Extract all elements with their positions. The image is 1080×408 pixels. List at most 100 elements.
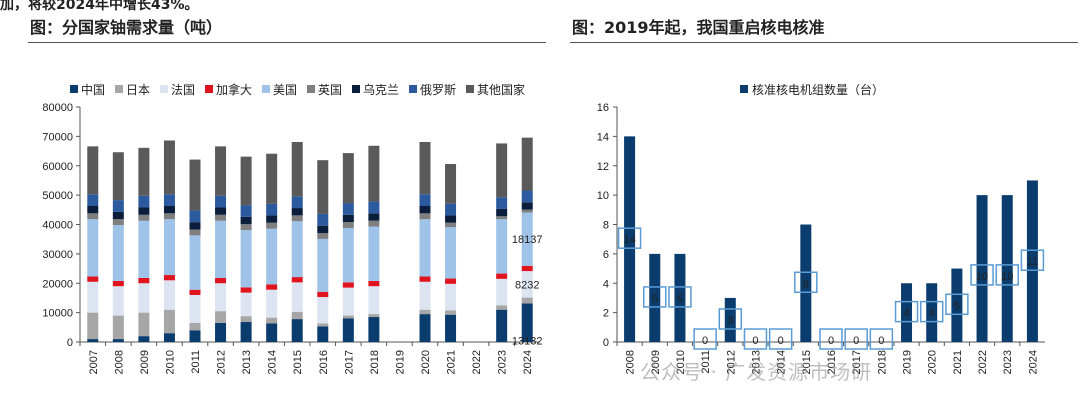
bar-2012-英国: [215, 214, 227, 221]
value-box-2014: [768, 328, 793, 350]
bar-2012: [724, 297, 736, 342]
bar-2012-法国: [215, 283, 227, 312]
bar-2010-英国: [163, 213, 175, 220]
bar-2013-其他国家: [240, 156, 252, 206]
bar-2011-英国: [189, 229, 201, 236]
bar-2007-其他国家: [87, 146, 99, 195]
bar-2023-法国: [496, 278, 508, 306]
bar-2021-日本: [445, 310, 457, 315]
x-tick-label: 2020: [420, 350, 432, 374]
bar-2007-乌克兰: [87, 205, 99, 214]
bar-2017-中国: [342, 318, 354, 342]
bar-2016-日本: [317, 323, 329, 327]
bar-2021-加拿大: [445, 278, 457, 284]
value-label-2016: 0: [828, 335, 834, 347]
bar-2013-中国: [240, 322, 252, 342]
value-label-2009: 6: [652, 293, 658, 305]
bar-2020-中国: [419, 314, 431, 342]
y-tick-label: 80000: [42, 102, 73, 114]
value-label-2008: 14: [623, 234, 635, 246]
bar-2010-其他国家: [163, 140, 175, 195]
bar-2014-中国: [266, 323, 278, 342]
value-label-2022: 10: [976, 271, 988, 283]
bar-2021-其他国家: [445, 163, 457, 204]
bar-2013-法国: [240, 292, 252, 317]
value-box-2013: [743, 328, 768, 350]
y-tick-label: 10: [597, 190, 609, 202]
bar-2013-日本: [240, 316, 252, 323]
data-label-美国: 18137: [512, 234, 543, 246]
bar-2018-美国: [368, 226, 380, 281]
value-box-2016: [819, 328, 843, 350]
bar-2015-法国: [291, 282, 303, 312]
bar-2023-日本: [496, 305, 508, 310]
bar-2014-法国: [266, 289, 278, 318]
y-tick-label: 6: [603, 249, 609, 261]
bar-2012-美国: [215, 220, 227, 278]
bar-2018-加拿大: [368, 280, 380, 287]
bar-2008-英国: [112, 219, 124, 226]
y-tick-label: 60000: [42, 161, 73, 173]
bar-2020-日本: [419, 309, 431, 315]
legend-label-4: 美国: [273, 83, 297, 97]
bar-2018-日本: [368, 314, 380, 318]
bar-2020-俄罗斯: [419, 194, 431, 206]
x-tick-label: 2021: [446, 350, 458, 374]
value-label-2019: 4: [903, 308, 909, 320]
bar-2017-美国: [342, 228, 354, 283]
y-tick-label: 2: [603, 308, 609, 320]
bar-2014-加拿大: [266, 284, 278, 290]
bar-2014-其他国家: [266, 153, 278, 204]
bar-2023-英国: [496, 216, 508, 220]
x-tick-label: 2024: [522, 350, 534, 374]
bar-2011-日本: [189, 322, 201, 331]
value-label-2011: 0: [702, 335, 708, 347]
bar-2023-中国: [496, 309, 508, 342]
x-tick-label: 2010: [675, 350, 687, 374]
bar-2007-中国: [87, 339, 99, 342]
bar-2023-其他国家: [496, 143, 508, 198]
bar-2011-其他国家: [189, 159, 201, 211]
bar-2015-乌克兰: [291, 208, 303, 216]
x-tick-label: 2011: [190, 350, 202, 374]
legend-label-7: 俄罗斯: [420, 83, 456, 97]
value-box-2011: [693, 328, 717, 350]
x-tick-label: 2012: [216, 350, 228, 374]
bar-2020-英国: [419, 213, 431, 220]
bar-2024-法国: [521, 271, 533, 298]
x-tick-label: 2009: [139, 350, 151, 374]
bar-2024-俄罗斯: [521, 190, 533, 203]
bar-2010-日本: [163, 309, 175, 334]
legend-swatch-7: [409, 85, 417, 93]
bar-2011-乌克兰: [189, 222, 201, 230]
bar-2014-乌克兰: [266, 215, 278, 223]
value-box-2015: [794, 271, 818, 293]
bar-2015: [800, 224, 812, 342]
bar-2018-俄罗斯: [368, 201, 380, 214]
bar-2011-美国: [189, 235, 201, 290]
value-label-2017: 0: [853, 335, 859, 347]
legend-swatch-8: [466, 85, 474, 93]
bar-2019: [901, 283, 913, 342]
x-tick-label: 2022: [977, 350, 989, 374]
bar-2020-其他国家: [419, 141, 431, 195]
value-box-2020: [919, 300, 944, 323]
x-tick-label: 2013: [241, 350, 253, 374]
bar-2023-乌克兰: [496, 208, 508, 217]
x-tick-label: 2018: [876, 350, 888, 374]
bar-2018-其他国家: [368, 145, 380, 202]
x-tick-label: 2010: [164, 350, 176, 374]
bar-2016-中国: [317, 326, 329, 342]
bar-2021-乌克兰: [445, 215, 457, 223]
value-label-2018: 0: [878, 335, 884, 347]
legend-label-5: 英国: [318, 83, 342, 97]
right-chart-title: 图：2019年起，我国重启核电核准: [572, 18, 825, 37]
legend-swatch-1: [115, 85, 123, 93]
data-label-中国: 13132: [512, 336, 543, 348]
bar-2011-加拿大: [189, 289, 201, 295]
bar-2015-俄罗斯: [291, 196, 303, 209]
y-tick-label: 0: [67, 337, 73, 349]
bar-2021-中国: [445, 314, 457, 342]
value-label-2023: 10: [1001, 271, 1013, 283]
